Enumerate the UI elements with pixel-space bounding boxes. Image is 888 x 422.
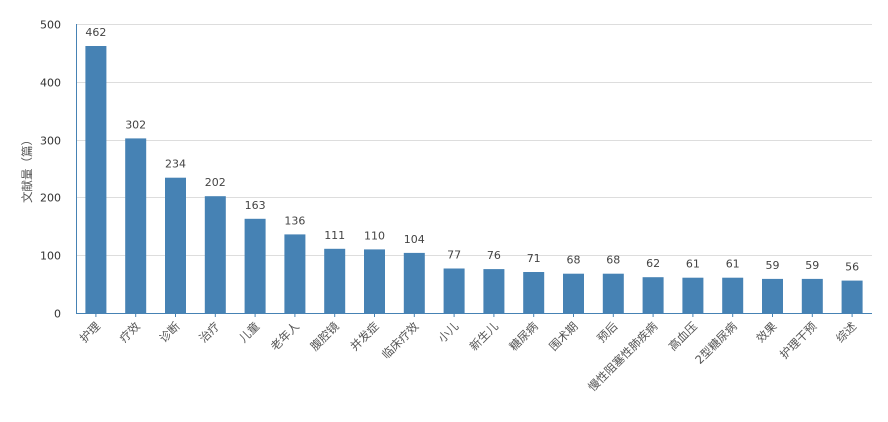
data-label: 234 [165, 158, 186, 171]
y-tick-label: 400 [40, 77, 61, 90]
x-tick-label: 慢性阻塞性肺疾病 [585, 319, 660, 394]
y-tick-labels: 0 100 200 300 400 500 [40, 19, 61, 321]
data-label: 59 [805, 259, 819, 272]
data-label: 104 [404, 233, 425, 246]
data-label: 71 [527, 252, 541, 265]
bar [244, 218, 266, 313]
x-tick-label: 儿童 [236, 319, 262, 345]
bar [762, 278, 783, 313]
y-tick-label: 200 [40, 192, 61, 205]
x-tick-label: 综述 [833, 319, 860, 346]
y-tick-label: 300 [40, 135, 61, 148]
data-label: 68 [567, 254, 581, 267]
data-label: 76 [487, 249, 501, 262]
bar [165, 177, 186, 313]
data-label: 302 [125, 118, 146, 131]
data-label: 62 [646, 257, 660, 270]
data-label: 462 [85, 26, 106, 39]
bar [563, 273, 584, 313]
data-label: 77 [447, 249, 461, 262]
x-tick-label: 糖尿病 [507, 319, 542, 354]
bar [682, 277, 704, 313]
x-tick-label: 临床疗效 [379, 319, 422, 362]
data-labels: 462 302 234 202 163 136 111 110 104 77 76 71 68 68 62 6… [85, 26, 859, 274]
bar [722, 277, 744, 313]
bar [801, 278, 823, 313]
data-label: 111 [324, 229, 345, 242]
bar [324, 248, 346, 313]
bar [364, 249, 385, 313]
data-label: 59 [766, 259, 780, 272]
bar [443, 268, 465, 313]
y-axis-title: 文献量（篇） [20, 134, 34, 203]
x-tick-label: 护理干预 [777, 319, 820, 362]
x-tick-label: 新生儿 [467, 319, 502, 354]
data-label: 136 [284, 214, 305, 227]
y-tick-label: 100 [40, 250, 61, 263]
grid-lines [76, 24, 872, 256]
data-label: 163 [245, 199, 266, 212]
x-tick-label: 腹腔镜 [308, 319, 343, 354]
x-tick-label: 小儿 [435, 319, 462, 346]
y-tick-label: 500 [40, 19, 61, 32]
x-tick-label: 2型糖尿病 [692, 319, 740, 367]
x-tick-label: 诊断 [156, 319, 183, 346]
data-label: 202 [205, 176, 226, 189]
bar [602, 273, 624, 313]
data-label: 110 [364, 229, 385, 242]
bar [642, 277, 664, 313]
x-tick-label: 围术期 [546, 319, 580, 353]
x-tick-label: 并发症 [347, 319, 382, 354]
data-label: 68 [606, 254, 620, 267]
bar [204, 196, 226, 313]
bar [284, 234, 306, 313]
x-tick-label: 预后 [594, 319, 620, 345]
bar [125, 138, 147, 313]
data-label: 56 [845, 261, 859, 274]
bar [403, 252, 425, 313]
y-tick-label: 0 [54, 308, 61, 321]
bar [841, 280, 863, 313]
data-label: 61 [686, 258, 700, 271]
bars [85, 46, 863, 313]
data-label: 61 [726, 258, 740, 271]
bar [483, 269, 505, 313]
axes [76, 24, 872, 317]
bar [85, 46, 107, 313]
x-tick-label: 老年人 [268, 319, 303, 354]
x-tick-label: 高血压 [666, 319, 700, 353]
x-tick-label: 治疗 [196, 319, 222, 345]
x-tick-label: 护理 [77, 319, 104, 346]
bar [523, 272, 545, 313]
x-tick-label: 疗效 [117, 319, 144, 346]
x-tick-label: 效果 [753, 319, 780, 346]
